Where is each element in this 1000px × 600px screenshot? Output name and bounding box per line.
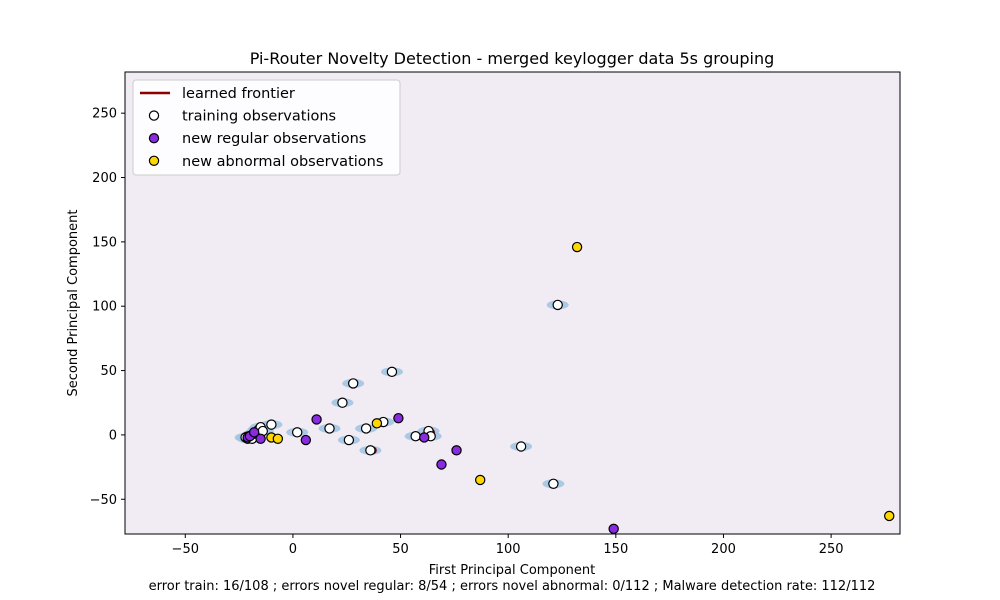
y-tick-label-5: 200	[92, 171, 117, 186]
training-point-10	[292, 427, 303, 438]
y-axis-label: Second Principal Component	[66, 210, 81, 397]
training-point-19	[410, 430, 421, 442]
training-point-11	[324, 423, 335, 434]
y-tick-label-2: 50	[100, 364, 117, 379]
regular-point-9	[451, 445, 462, 456]
plot-frame	[124, 71, 901, 535]
abnormal-point-4	[571, 241, 583, 253]
x-tick-label-3: 100	[496, 542, 521, 557]
legend-label-1: training observations	[182, 109, 336, 125]
x-tick-label-4: 150	[603, 542, 628, 557]
x-tick-label-6: 250	[819, 542, 844, 557]
training-point-14	[347, 378, 359, 389]
legend-marker-2	[148, 132, 160, 144]
x-axis-label: First Principal Component	[429, 563, 596, 578]
legend-marker-1	[148, 110, 160, 121]
legend-box	[132, 79, 401, 176]
abnormal-point-5	[884, 510, 895, 522]
regular-point-7	[419, 432, 430, 443]
chart-title: Pi-Router Novelty Detection - merged key…	[250, 49, 775, 68]
regular-point-4	[300, 434, 312, 446]
y-tick-label-0: −50	[90, 493, 117, 508]
legend-label-2: new regular observations	[182, 131, 366, 147]
regular-point-8	[436, 459, 447, 470]
training-point-23	[548, 478, 559, 490]
y-tick-label-6: 250	[92, 107, 117, 122]
x-axis: −50 0 50 100 150 200 250	[172, 534, 844, 557]
training-point-15	[360, 423, 372, 434]
legend-label-3: new abnormal observations	[182, 154, 383, 170]
training-point-18	[386, 366, 398, 378]
x-tick-label-2: 50	[392, 542, 409, 557]
regular-point-10	[608, 523, 619, 535]
training-point-24	[552, 299, 563, 311]
x-tick-label-0: −50	[172, 542, 199, 557]
y-tick-label-4: 150	[92, 235, 117, 250]
y-tick-label-1: 0	[109, 428, 117, 443]
chart-footer: error train: 16/108 ; errors novel regul…	[149, 579, 876, 594]
legend-label-0: learned frontier	[182, 86, 295, 102]
training-point-13	[343, 434, 355, 446]
y-axis: −50 0 50 100 150 200 250	[90, 107, 125, 508]
points-layer	[240, 241, 895, 535]
abnormal-point-3	[475, 474, 486, 486]
training-point-12	[337, 397, 348, 408]
legend: learned frontier training observations new…	[132, 79, 401, 176]
training-point-22	[515, 441, 527, 452]
abnormal-point-2	[371, 418, 383, 429]
y-tick-label-3: 100	[92, 300, 117, 315]
regular-point-5	[311, 414, 322, 425]
regular-point-3	[255, 433, 266, 444]
abnormal-point-1	[272, 433, 284, 444]
x-tick-label-5: 200	[711, 542, 736, 557]
training-point-16	[365, 445, 376, 456]
x-tick-label-1: 0	[289, 542, 297, 557]
regular-point-2	[248, 427, 260, 438]
regular-point-6	[393, 412, 404, 424]
legend-marker-3	[148, 155, 160, 166]
training-point-9	[266, 419, 277, 430]
